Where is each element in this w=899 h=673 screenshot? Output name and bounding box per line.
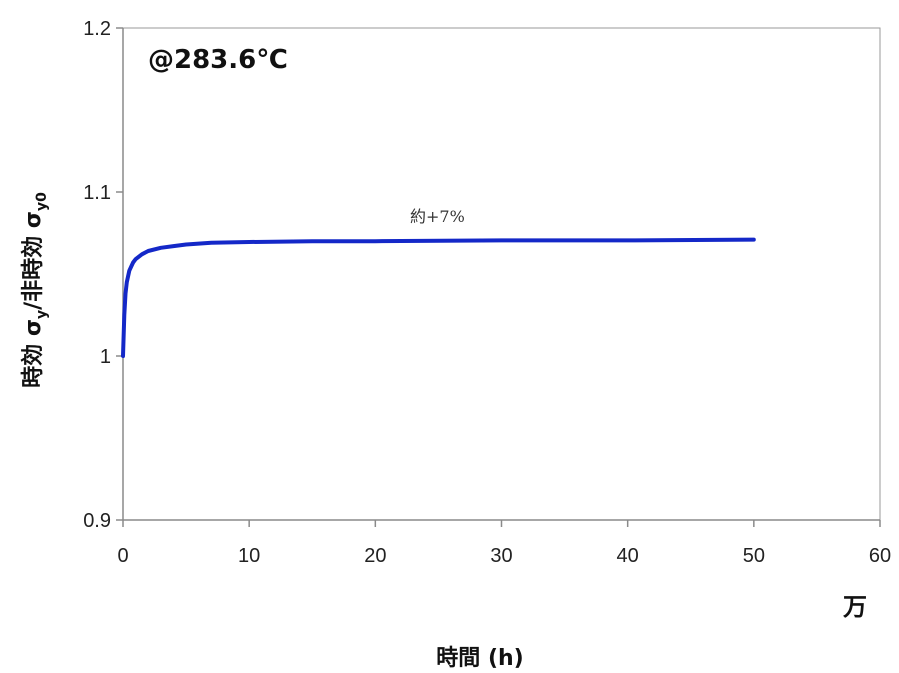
x-axis-label: 時間 (h): [436, 646, 523, 671]
y-label-sub2: y0: [34, 192, 50, 211]
plot-area: [122, 27, 881, 521]
y-label-mid: /非時効 σ: [20, 211, 46, 310]
y-axis-label: 時効 σy/非時効 σy0: [20, 192, 50, 388]
series-layer: [121, 237, 756, 358]
temperature-annotation: @283.6℃: [148, 45, 288, 75]
series-line: [121, 237, 756, 358]
x-tick-label: 20: [364, 545, 386, 567]
x-tick-label: 60: [869, 545, 891, 567]
y-tick-label: 0.9: [83, 510, 111, 532]
y-label-sub1: y: [34, 310, 50, 319]
x-tick-label: 50: [743, 545, 765, 567]
y-label-main: 時効 σ: [20, 319, 46, 388]
x-axis-unit: 万: [843, 593, 867, 621]
change-annotation: 約+7%: [410, 207, 465, 226]
x-tick-label: 0: [117, 545, 128, 567]
y-tick-label: 1.1: [83, 182, 111, 204]
y-tick-label: 1: [100, 346, 111, 368]
x-tick-label: 40: [617, 545, 639, 567]
y-tick-label: 1.2: [83, 18, 111, 40]
x-tick-label: 30: [490, 545, 512, 567]
x-tick-label: 10: [238, 545, 260, 567]
